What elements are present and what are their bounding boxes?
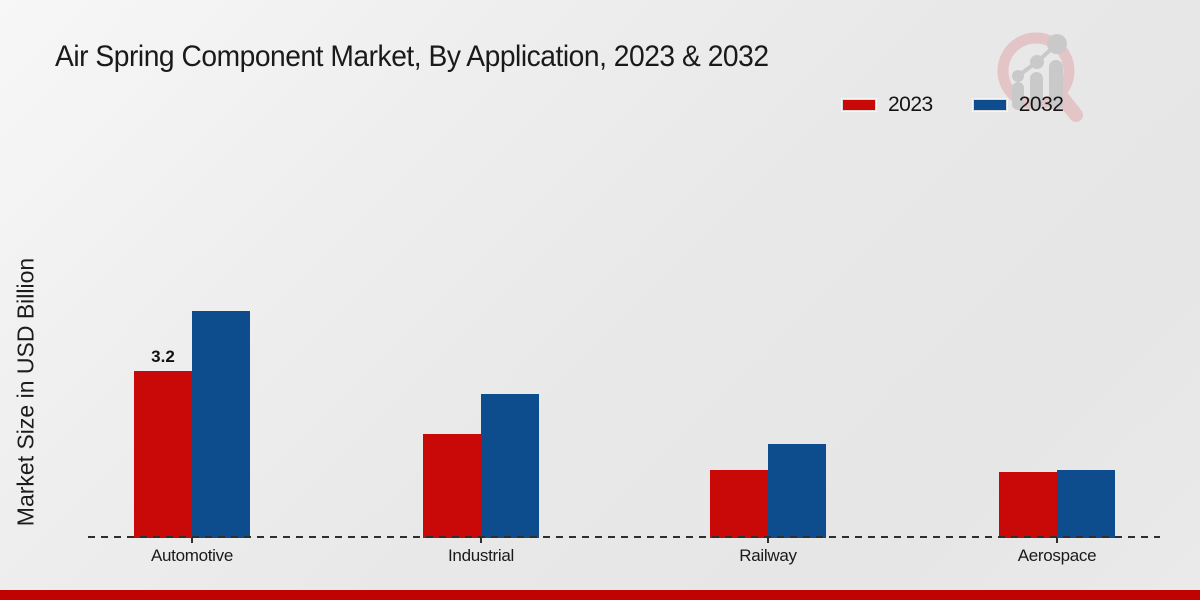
bottom-accent-bar	[0, 590, 1200, 600]
data-label-automotive-2023: 3.2	[151, 347, 175, 366]
bar-industrial-2023	[423, 434, 481, 538]
x-axis-tick-railway	[767, 538, 769, 543]
x-axis-dashed-baseline	[88, 536, 1160, 538]
category-label-automotive: Automotive	[150, 546, 234, 565]
legend: 2023 2032	[842, 93, 1064, 117]
magnifier-chart-watermark-icon	[997, 32, 1083, 122]
bar-automotive-2032	[192, 311, 250, 538]
legend-label-2032: 2032	[1018, 93, 1064, 116]
x-axis-tick-automotive	[191, 538, 193, 543]
bar-railway-2032	[768, 444, 826, 538]
x-axis-tick-aerospace	[1056, 538, 1058, 543]
legend-item-2023: 2023	[842, 93, 933, 117]
bar-automotive-2023	[134, 371, 192, 538]
bar-railway-2023	[710, 470, 768, 538]
legend-swatch-2023	[842, 99, 876, 111]
legend-label-2023: 2023	[888, 93, 933, 116]
bar-industrial-2032	[481, 394, 539, 538]
legend-item-2032: 2032	[972, 93, 1064, 117]
chart-title: Air Spring Component Market, By Applicat…	[55, 40, 769, 73]
category-label-railway: Railway	[739, 546, 797, 565]
bar-aerospace-2032	[1057, 470, 1115, 538]
bar-aerospace-2023	[999, 472, 1057, 538]
category-label-industrial: Industrial	[448, 546, 514, 565]
legend-swatch-2032	[972, 99, 1007, 111]
category-label-aerospace: Aerospace	[1017, 546, 1097, 565]
x-axis-tick-industrial	[480, 538, 482, 543]
